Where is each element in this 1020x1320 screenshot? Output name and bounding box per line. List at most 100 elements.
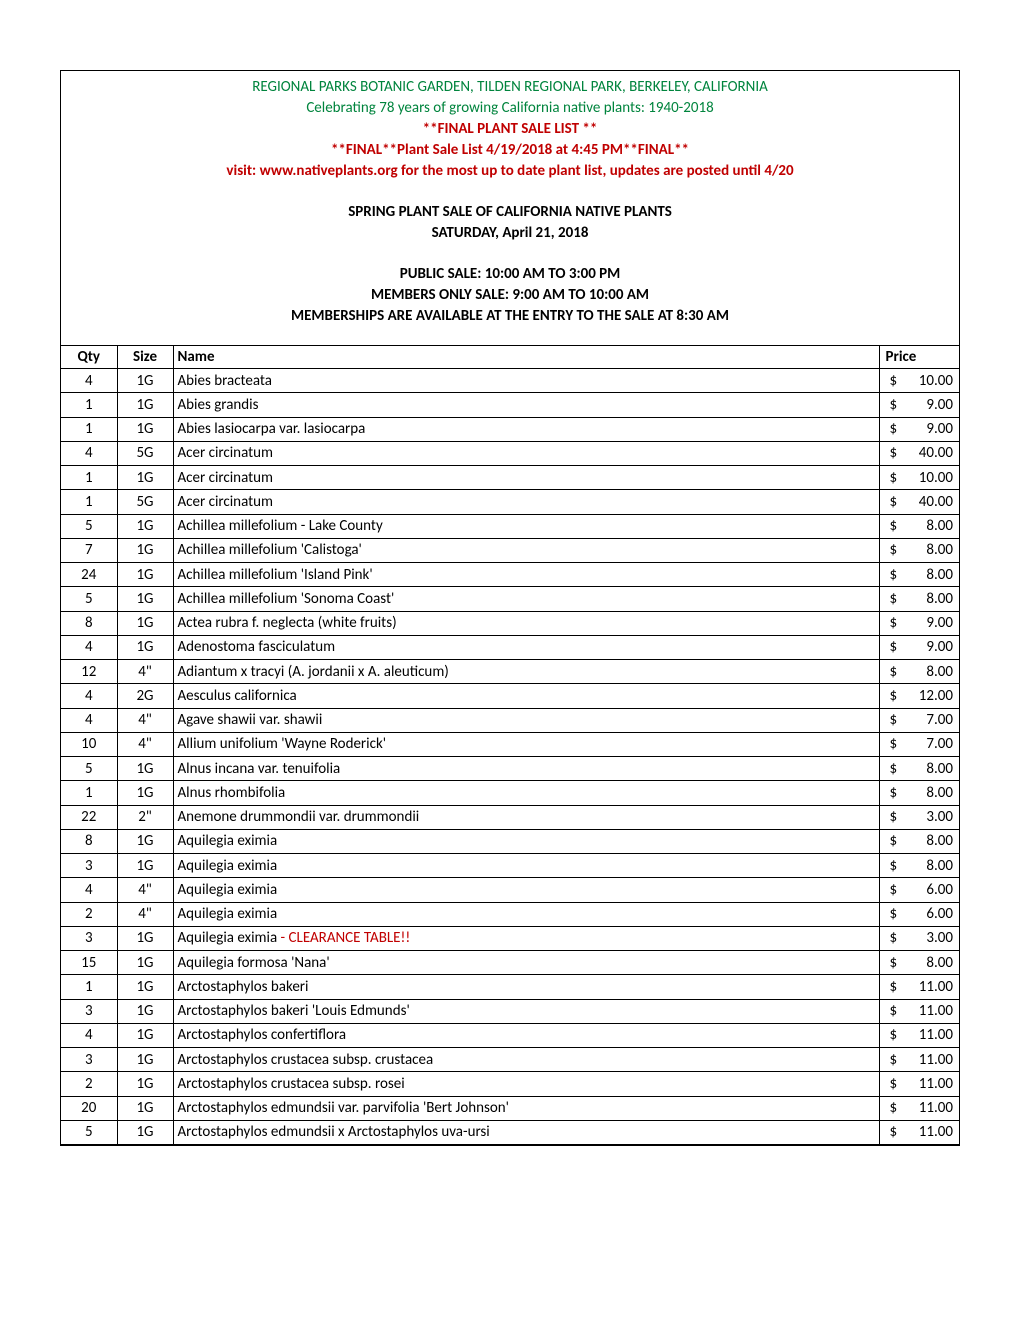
plant-table: Qty Size Name Price 41GAbies bracteata$1… — [61, 345, 959, 1145]
cell-qty: 1 — [61, 975, 117, 999]
cell-price: $40.00 — [879, 490, 959, 514]
cell-price: $11.00 — [879, 975, 959, 999]
cell-qty: 5 — [61, 757, 117, 781]
col-header-size: Size — [117, 346, 173, 369]
cell-size: 1G — [117, 587, 173, 611]
cell-price: $8.00 — [879, 514, 959, 538]
cell-size: 4" — [117, 660, 173, 684]
cell-size: 1G — [117, 829, 173, 853]
cell-price: $12.00 — [879, 684, 959, 708]
cell-name: Actea rubra f. neglecta (white fruits) — [173, 611, 879, 635]
cell-qty: 12 — [61, 660, 117, 684]
table-row: 11GArctostaphylos bakeri$11.00 — [61, 975, 959, 999]
visit-note: visit: www.nativeplants.org for the most… — [61, 161, 959, 182]
col-header-qty: Qty — [61, 346, 117, 369]
cell-qty: 5 — [61, 587, 117, 611]
table-row: 51GAchillea millefolium 'Sonoma Coast'$8… — [61, 587, 959, 611]
cell-price: $8.00 — [879, 829, 959, 853]
cell-qty: 4 — [61, 1023, 117, 1047]
cell-price: $11.00 — [879, 1023, 959, 1047]
cell-qty: 1 — [61, 417, 117, 441]
cell-price: $10.00 — [879, 369, 959, 393]
cell-qty: 10 — [61, 732, 117, 756]
cell-name: Achillea millefolium - Lake County — [173, 514, 879, 538]
cell-name: Arctostaphylos crustacea subsp. crustace… — [173, 1048, 879, 1072]
cell-price: $40.00 — [879, 441, 959, 465]
cell-name: Arctostaphylos edmundsii x Arctostaphylo… — [173, 1120, 879, 1144]
cell-name: Acer circinatum — [173, 466, 879, 490]
cell-price: $9.00 — [879, 635, 959, 659]
cell-size: 4" — [117, 732, 173, 756]
cell-name: Abies grandis — [173, 393, 879, 417]
table-row: 21GArctostaphylos crustacea subsp. rosei… — [61, 1072, 959, 1096]
cell-name: Adiantum x tracyi (A. jordanii x A. aleu… — [173, 660, 879, 684]
cell-qty: 7 — [61, 538, 117, 562]
cell-name: Arctostaphylos confertiflora — [173, 1023, 879, 1047]
cell-size: 1G — [117, 781, 173, 805]
cell-qty: 22 — [61, 805, 117, 829]
cell-name: Alnus rhombifolia — [173, 781, 879, 805]
table-header-row: Qty Size Name Price — [61, 346, 959, 369]
cell-qty: 24 — [61, 563, 117, 587]
header-section: REGIONAL PARKS BOTANIC GARDEN, TILDEN RE… — [61, 71, 959, 345]
cell-price: $8.00 — [879, 538, 959, 562]
cell-size: 1G — [117, 369, 173, 393]
spacer — [61, 244, 959, 264]
cell-size: 4" — [117, 902, 173, 926]
table-row: 41GArctostaphylos confertiflora$11.00 — [61, 1023, 959, 1047]
cell-size: 2G — [117, 684, 173, 708]
table-row: 11GAlnus rhombifolia$8.00 — [61, 781, 959, 805]
cell-size: 1G — [117, 635, 173, 659]
cell-size: 2" — [117, 805, 173, 829]
table-row: 104"Allium unifolium 'Wayne Roderick'$7.… — [61, 732, 959, 756]
cell-qty: 1 — [61, 781, 117, 805]
cell-price: $9.00 — [879, 393, 959, 417]
cell-qty: 4 — [61, 635, 117, 659]
cell-size: 1G — [117, 926, 173, 950]
cell-qty: 1 — [61, 490, 117, 514]
cell-name: Aquilegia eximia - CLEARANCE TABLE!! — [173, 926, 879, 950]
table-row: 31GArctostaphylos crustacea subsp. crust… — [61, 1048, 959, 1072]
cell-size: 1G — [117, 854, 173, 878]
cell-name: Aquilegia eximia — [173, 878, 879, 902]
cell-qty: 8 — [61, 829, 117, 853]
cell-size: 1G — [117, 757, 173, 781]
cell-price: $6.00 — [879, 878, 959, 902]
cell-price: $8.00 — [879, 587, 959, 611]
cell-name: Aquilegia eximia — [173, 902, 879, 926]
cell-name: Aquilegia eximia — [173, 829, 879, 853]
cell-name: Arctostaphylos edmundsii var. parvifolia… — [173, 1096, 879, 1120]
cell-name: Arctostaphylos crustacea subsp. rosei — [173, 1072, 879, 1096]
table-row: 241GAchillea millefolium 'Island Pink'$8… — [61, 563, 959, 587]
cell-qty: 4 — [61, 369, 117, 393]
cell-size: 1G — [117, 563, 173, 587]
cell-size: 1G — [117, 1023, 173, 1047]
cell-name: Achillea millefolium 'Sonoma Coast' — [173, 587, 879, 611]
cell-name: Anemone drummondii var. drummondii — [173, 805, 879, 829]
cell-price: $3.00 — [879, 926, 959, 950]
table-row: 42GAesculus californica$12.00 — [61, 684, 959, 708]
table-body: 41GAbies bracteata$10.0011GAbies grandis… — [61, 369, 959, 1145]
cell-qty: 4 — [61, 878, 117, 902]
cell-price: $11.00 — [879, 1120, 959, 1144]
cell-price: $11.00 — [879, 1096, 959, 1120]
cell-name: Adenostoma fasciculatum — [173, 635, 879, 659]
cell-size: 4" — [117, 878, 173, 902]
cell-price: $6.00 — [879, 902, 959, 926]
table-row: 124"Adiantum x tracyi (A. jordanii x A. … — [61, 660, 959, 684]
cell-price: $9.00 — [879, 417, 959, 441]
cell-qty: 1 — [61, 393, 117, 417]
cell-size: 1G — [117, 611, 173, 635]
cell-qty: 4 — [61, 708, 117, 732]
cell-qty: 20 — [61, 1096, 117, 1120]
cell-name: Abies lasiocarpa var. lasiocarpa — [173, 417, 879, 441]
table-row: 15GAcer circinatum$40.00 — [61, 490, 959, 514]
cell-size: 1G — [117, 393, 173, 417]
col-header-price: Price — [879, 346, 959, 369]
cell-price: $7.00 — [879, 732, 959, 756]
cell-size: 1G — [117, 1096, 173, 1120]
public-sale-hours: PUBLIC SALE: 10:00 AM TO 3:00 PM — [61, 264, 959, 285]
table-row: 11GAcer circinatum$10.00 — [61, 466, 959, 490]
cell-qty: 15 — [61, 951, 117, 975]
cell-name: Arctostaphylos bakeri 'Louis Edmunds' — [173, 999, 879, 1023]
